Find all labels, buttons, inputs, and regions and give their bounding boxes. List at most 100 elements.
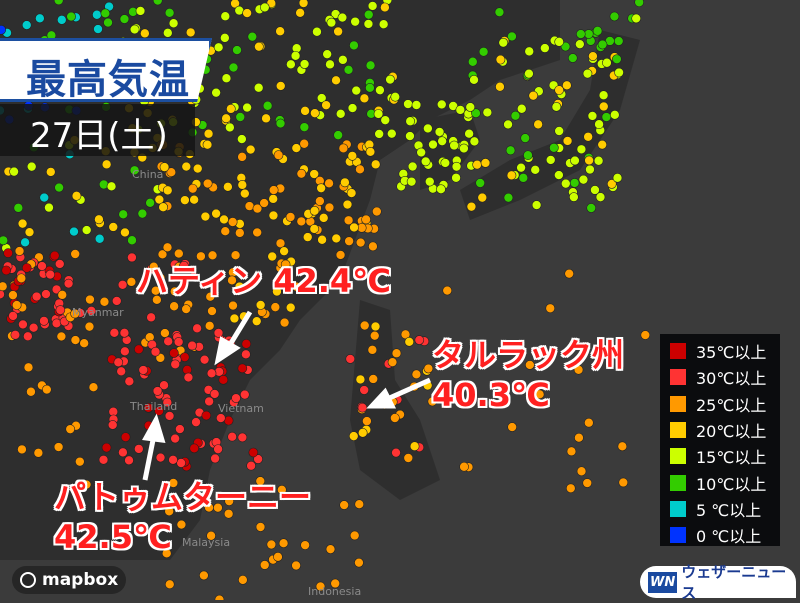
- map-label-china: China: [132, 168, 164, 181]
- station-dot: [573, 364, 584, 375]
- station-dot: [554, 37, 564, 47]
- station-dot: [302, 232, 313, 242]
- station-dot: [21, 263, 32, 273]
- station-dot: [107, 420, 118, 430]
- station-dot: [116, 366, 127, 377]
- station-dot: [268, 194, 279, 204]
- station-dot: [576, 144, 587, 155]
- station-dot: [278, 538, 289, 548]
- station-dot: [337, 12, 348, 23]
- station-dot: [199, 354, 210, 365]
- station-dot: [505, 145, 516, 156]
- station-dot: [26, 161, 37, 172]
- station-dot: [451, 172, 461, 183]
- station-dot: [157, 249, 168, 260]
- station-dot: [53, 442, 64, 452]
- callout-pathum-name: パトゥムターニー: [54, 478, 311, 516]
- station-dot: [94, 233, 105, 244]
- station-dot: [251, 316, 262, 326]
- station-dot: [357, 428, 368, 438]
- station-dot: [150, 346, 161, 357]
- station-dot: [315, 196, 325, 206]
- station-dot: [213, 444, 223, 454]
- station-dot: [216, 413, 226, 423]
- station-dot: [440, 158, 451, 168]
- station-dot: [380, 115, 391, 125]
- station-dot: [213, 42, 224, 53]
- station-dot: [234, 281, 245, 292]
- station-dot: [478, 46, 489, 57]
- station-dot: [365, 60, 376, 71]
- legend-swatch: [670, 500, 686, 517]
- station-dot: [63, 278, 74, 289]
- legend-item: 15℃以上: [670, 443, 780, 469]
- legend-label: 30℃以上: [696, 369, 767, 389]
- station-dot: [181, 161, 192, 172]
- station-dot: [378, 19, 389, 30]
- station-dot: [404, 337, 415, 347]
- station-dot: [587, 111, 598, 121]
- station-dot: [510, 110, 521, 121]
- station-dot: [363, 19, 374, 29]
- station-dot: [187, 340, 197, 351]
- legend-label: 5 ℃以上: [696, 500, 762, 520]
- station-dot: [213, 328, 224, 338]
- station-dot: [355, 237, 366, 248]
- station-dot: [299, 122, 310, 132]
- station-dot: [275, 118, 286, 129]
- station-dot: [169, 348, 179, 358]
- station-dot: [299, 59, 310, 69]
- station-dot: [134, 444, 144, 454]
- arrows: [142, 310, 432, 481]
- station-dot: [525, 360, 535, 370]
- station-dot: [106, 181, 117, 192]
- station-dot: [230, 250, 241, 261]
- station-dot: [436, 184, 446, 195]
- station-dot: [237, 432, 248, 443]
- station-dot: [262, 100, 273, 111]
- station-dot: [469, 75, 479, 85]
- station-dot: [17, 444, 27, 455]
- station-dot: [124, 455, 134, 466]
- station-dot: [220, 11, 231, 22]
- station-dot: [567, 53, 578, 63]
- station-dot: [224, 496, 234, 506]
- station-dot: [344, 236, 354, 246]
- station-dot: [244, 201, 255, 211]
- station-dot: [26, 386, 36, 397]
- station-dot: [241, 349, 251, 360]
- station-dot: [291, 143, 302, 153]
- station-dot: [230, 0, 240, 9]
- station-dot: [137, 208, 148, 219]
- station-dot: [507, 422, 517, 432]
- station-dot: [523, 150, 533, 161]
- station-dot: [210, 453, 220, 464]
- station-dot: [583, 131, 593, 142]
- station-dot: [403, 453, 414, 463]
- weathernews-name: ウェザーニュース: [681, 563, 787, 602]
- station-dot: [562, 80, 572, 91]
- station-dot: [411, 100, 422, 110]
- mapbox-logo[interactable]: mapbox: [12, 566, 127, 594]
- station-dot: [204, 321, 215, 331]
- station-dot: [133, 344, 144, 355]
- station-dot: [196, 251, 206, 262]
- station-dot: [168, 18, 179, 29]
- station-dot: [495, 54, 506, 65]
- station-dot: [53, 0, 64, 6]
- station-dot: [246, 460, 256, 471]
- station-dot: [235, 228, 245, 238]
- station-dot: [158, 202, 168, 212]
- station-dot: [119, 14, 130, 24]
- station-dot: [170, 433, 180, 444]
- station-dot: [442, 285, 453, 296]
- station-dot: [347, 151, 358, 161]
- station-dot: [279, 246, 289, 256]
- station-dot: [168, 455, 178, 465]
- station-dot: [35, 13, 45, 24]
- station-dot: [390, 91, 401, 102]
- station-dot: [84, 321, 95, 332]
- station-dot: [351, 85, 362, 96]
- station-dot: [66, 11, 76, 22]
- station-dot: [8, 311, 18, 321]
